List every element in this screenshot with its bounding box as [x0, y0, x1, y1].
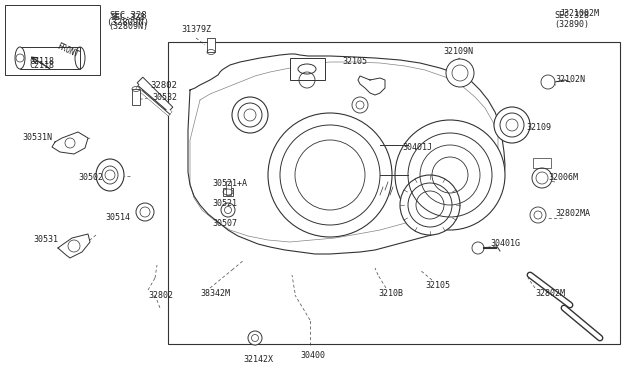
Polygon shape [52, 132, 88, 154]
Text: (32809N): (32809N) [108, 22, 148, 31]
Text: SEC.328: SEC.328 [111, 13, 145, 22]
Text: 32109N: 32109N [443, 48, 473, 57]
Text: 30532: 30532 [152, 93, 177, 102]
Circle shape [541, 75, 555, 89]
Circle shape [221, 203, 235, 217]
Text: 30521+A: 30521+A [212, 179, 247, 187]
Circle shape [530, 207, 546, 223]
Circle shape [400, 175, 460, 235]
Text: 32105: 32105 [425, 282, 450, 291]
Polygon shape [188, 54, 505, 254]
Text: C2118: C2118 [29, 58, 54, 67]
Circle shape [232, 97, 268, 133]
Ellipse shape [96, 159, 124, 191]
Text: 30401J: 30401J [402, 144, 432, 153]
Text: 30531N: 30531N [22, 134, 52, 142]
Circle shape [472, 242, 484, 254]
Text: SEC.328: SEC.328 [109, 10, 147, 19]
Circle shape [494, 107, 530, 143]
Bar [226, 181, 231, 195]
Text: 32802: 32802 [150, 81, 177, 90]
Text: 32006M: 32006M [548, 173, 578, 183]
Bar [168, 42, 620, 344]
Text: 30514: 30514 [105, 214, 130, 222]
Text: 32802MA: 32802MA [555, 208, 590, 218]
Text: 30521: 30521 [212, 199, 237, 208]
Circle shape [532, 168, 552, 188]
Text: 30401G: 30401G [490, 238, 520, 247]
Circle shape [352, 97, 368, 113]
Bar [290, 58, 325, 80]
Circle shape [268, 113, 392, 237]
Circle shape [446, 59, 474, 87]
Text: 31379Z: 31379Z [181, 26, 211, 35]
Text: FRONT: FRONT [55, 42, 80, 60]
Text: 30507: 30507 [212, 218, 237, 228]
Bar [20, 47, 80, 69]
Text: 30400: 30400 [301, 352, 326, 360]
Text: 38342M: 38342M [200, 289, 230, 298]
Text: 3210B: 3210B [378, 289, 403, 298]
Bar [207, 38, 215, 52]
Circle shape [395, 120, 505, 230]
Text: C2118: C2118 [29, 61, 54, 70]
FancyArrow shape [137, 77, 173, 113]
Text: (32809N): (32809N) [106, 19, 150, 28]
Text: 32102N: 32102N [555, 76, 585, 84]
Text: 32142X: 32142X [243, 356, 273, 365]
Text: J321002M: J321002M [560, 10, 600, 19]
Text: 32105: 32105 [342, 58, 367, 67]
Bar [223, 188, 233, 196]
Ellipse shape [15, 47, 25, 69]
Circle shape [136, 203, 154, 221]
Text: 32802M: 32802M [535, 289, 565, 298]
Text: 30531: 30531 [33, 235, 58, 244]
Circle shape [248, 331, 262, 345]
Text: SEC.328: SEC.328 [554, 12, 589, 20]
Text: (32890): (32890) [554, 19, 589, 29]
Text: 30502: 30502 [78, 173, 103, 183]
Bar [132, 89, 140, 105]
Polygon shape [58, 234, 90, 258]
Bar [5, 5, 100, 75]
Text: 32802: 32802 [148, 292, 173, 301]
Text: 32109: 32109 [526, 124, 551, 132]
Bar [533, 158, 551, 168]
